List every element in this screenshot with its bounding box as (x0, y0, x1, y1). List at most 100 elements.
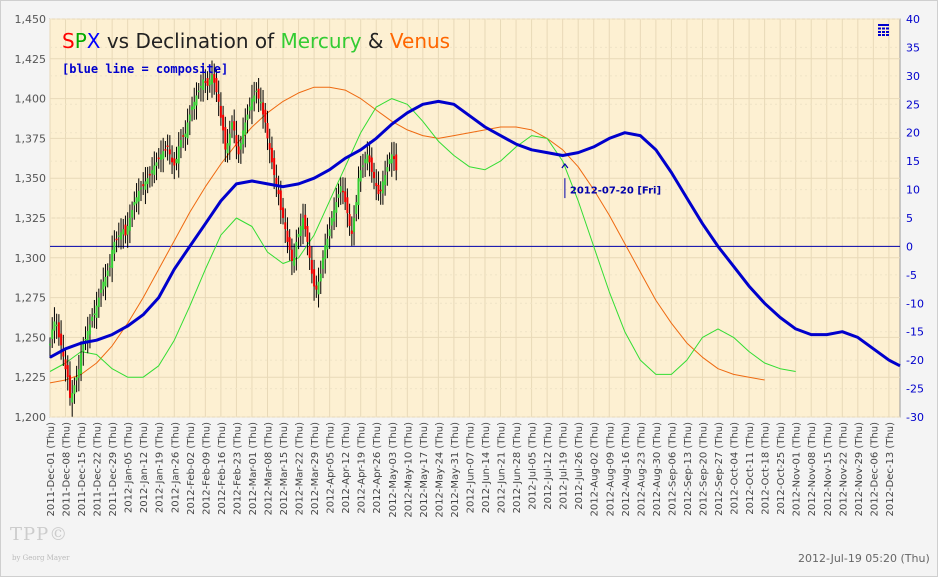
candle-body (177, 146, 180, 164)
x-tick-label: 2012-Aug-02 (Thu) (590, 422, 601, 517)
candle-body (191, 106, 194, 111)
candle-body (157, 157, 160, 160)
candle-body (142, 184, 145, 187)
y-right-tick-label: 25 (906, 98, 920, 111)
candle-body (115, 238, 118, 241)
x-tick-label: 2012-Apr-05 (Thu) (326, 422, 337, 514)
title-part-1: P (74, 29, 87, 53)
title-part-4: Mercury (280, 29, 362, 53)
x-tick-label: 2012-Sep-27 (Thu) (714, 422, 725, 516)
candle-body (182, 135, 185, 137)
candle-body (186, 122, 189, 139)
x-tick-label: 2012-Jun-14 (Thu) (481, 422, 492, 513)
candle-body (230, 122, 233, 130)
candle-body (144, 181, 147, 190)
candle-body (71, 393, 74, 403)
candle-body (202, 79, 205, 91)
y-left-tick-label: 1,350 (15, 172, 47, 185)
candle-body (228, 133, 231, 146)
y-left-tick-label: 1,250 (15, 331, 47, 344)
x-tick-label: 2012-Mar-08 (Thu) (263, 422, 274, 515)
x-tick-label: 2012-Dec-06 (Thu) (869, 422, 880, 517)
x-tick-label: 2012-Mar-15 (Thu) (279, 422, 290, 515)
candle-body (106, 270, 109, 276)
candle-body (188, 114, 191, 122)
candle-body (166, 145, 169, 148)
y-right-tick-label: 5 (906, 212, 913, 225)
candle-body (73, 385, 76, 394)
y-left-tick-label: 1,275 (15, 292, 47, 305)
candle-body (164, 149, 167, 151)
candle-body (284, 222, 287, 230)
x-tick-label: 2012-Mar-29 (Thu) (310, 422, 321, 515)
candle-body (330, 218, 333, 226)
x-tick-label: 2011-Dec-22 (Thu) (93, 422, 104, 517)
candle-body (379, 189, 382, 192)
candle-body (302, 218, 305, 230)
candle-body (217, 94, 220, 102)
tpp-logo: TPP© (10, 524, 69, 545)
candle-body (117, 235, 120, 238)
candle-body (206, 78, 209, 86)
candle-body (270, 147, 273, 163)
x-tick-label: 2012-Sep-13 (Thu) (683, 422, 694, 516)
candle-body (266, 122, 269, 139)
candle-body (171, 157, 174, 163)
title-part-3: vs Declination of (100, 29, 281, 53)
grid (49, 18, 900, 418)
candle-body (57, 322, 60, 338)
candle-body (299, 225, 302, 237)
y-right-tick-label: 40 (906, 13, 920, 26)
y-left-tick-label: 1,325 (15, 212, 47, 225)
candle-body (377, 184, 380, 195)
candle-body (137, 190, 140, 202)
y-right-tick-label: -5 (906, 269, 917, 282)
candle-body (279, 190, 282, 211)
title-part-2: X (86, 29, 101, 53)
candle-body (139, 187, 142, 190)
candle-body (290, 249, 293, 261)
candle-body (395, 154, 398, 171)
x-tick-label: 2012-Apr-26 (Thu) (372, 422, 383, 514)
candle-body (235, 135, 238, 147)
candle-body (199, 85, 202, 88)
candle-body (288, 237, 291, 250)
candle-body (80, 353, 83, 374)
x-tick-label: 2011-Dec-08 (Thu) (62, 422, 73, 517)
x-tick-label: 2012-Feb-09 (Thu) (201, 422, 212, 515)
candle-body (286, 230, 289, 242)
candle-body (297, 233, 300, 238)
x-tick-label: 2012-Oct-18 (Thu) (761, 422, 772, 515)
candle-body (75, 377, 78, 381)
candle-body (126, 225, 129, 235)
grid-menu-icon[interactable] (878, 24, 889, 36)
candle-body (388, 159, 391, 165)
candle-body (162, 151, 165, 159)
candle-body (390, 154, 393, 164)
candle-body (275, 177, 278, 187)
candle-body (259, 101, 262, 104)
candle-body (335, 202, 338, 213)
composite-line (49, 99, 901, 368)
candle-body (111, 249, 114, 268)
candle-body (102, 281, 105, 290)
candle-body (386, 167, 389, 172)
candle-body (319, 273, 322, 282)
x-tick-label: 2012-Nov-01 (Thu) (792, 422, 803, 517)
candle-body (373, 171, 376, 179)
y-right-tick-label: 15 (906, 155, 920, 168)
candle-body (175, 159, 178, 164)
y-left-tick-label: 1,400 (15, 93, 47, 106)
y-left-tick-label: 1,425 (15, 53, 47, 66)
candle-body (68, 375, 71, 398)
candle-body (273, 158, 276, 176)
candle-body (233, 121, 236, 131)
y-right-tick-label: 20 (906, 127, 920, 140)
candle-body (133, 202, 136, 206)
candle-body (324, 245, 327, 260)
candle-body (315, 285, 318, 290)
candle-body (104, 276, 107, 287)
candle-body (359, 170, 362, 182)
x-tick-label: 2012-Jul-12 (Thu) (543, 422, 554, 510)
candle-body (168, 149, 171, 155)
